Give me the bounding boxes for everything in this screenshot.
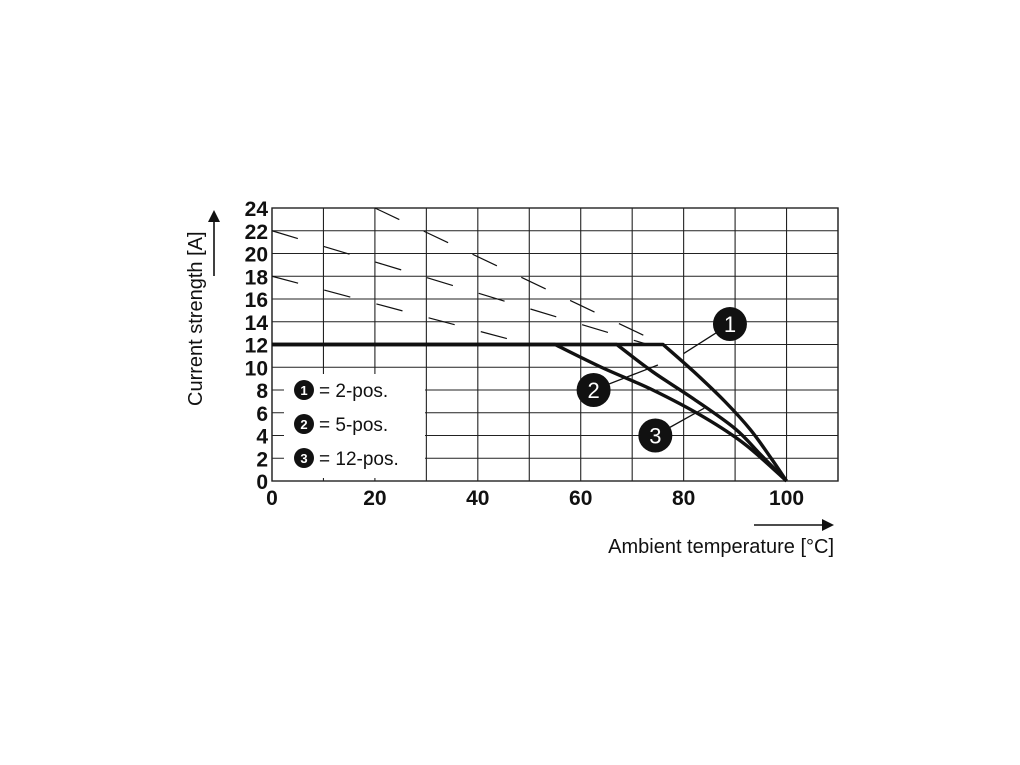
legend-marker — [294, 380, 314, 400]
series-marker-2 — [576, 373, 611, 407]
grid — [271, 207, 839, 482]
legend-marker-number: 3 — [300, 451, 307, 466]
dashed-reference-line — [271, 275, 530, 346]
x-tick-label: 80 — [672, 487, 695, 510]
series-markers: 1 2 3 — [576, 307, 747, 453]
legend: 1 = 2-pos. 2 = 5-pos. 3 = 12-pos. — [284, 374, 425, 478]
legend-label: = 5-pos. — [319, 415, 388, 436]
x-axis-arrow — [754, 519, 834, 531]
x-tick-label: 60 — [569, 487, 592, 510]
y-tick-label: 8 — [256, 380, 268, 403]
legend-marker — [294, 414, 314, 434]
series-line-3 — [272, 342, 788, 483]
y-tick-label: 2 — [256, 448, 268, 471]
series-line-1 — [272, 342, 788, 482]
y-tick-label: 10 — [245, 357, 268, 380]
series-marker-1 — [712, 307, 747, 342]
y-axis-arrow — [208, 210, 220, 276]
series-marker-label: 1 — [724, 312, 736, 337]
x-axis-title: Ambient temperature [°C] — [608, 536, 834, 558]
x-tick-label: 20 — [363, 487, 386, 510]
x-tick-label: 40 — [466, 487, 489, 510]
series-marker-3 — [638, 418, 673, 453]
dashed-reference-lines — [271, 207, 664, 346]
y-axis-title: Current strength [A] — [185, 231, 207, 406]
y-tick-label: 18 — [245, 266, 269, 289]
legend-label: = 2-pos. — [319, 381, 388, 402]
y-tick-label: 4 — [256, 426, 268, 449]
y-tick-label: 24 — [245, 198, 269, 221]
dashed-reference-line — [271, 230, 648, 346]
x-tick-labels: 0 20 40 60 80 100 — [266, 487, 804, 510]
series-marker-label: 2 — [587, 378, 599, 403]
y-tick-label: 14 — [245, 312, 269, 335]
legend-marker-number: 2 — [300, 417, 307, 432]
x-tick-label: 100 — [769, 487, 804, 510]
series-line-2 — [272, 342, 788, 483]
y-tick-label: 22 — [245, 221, 268, 244]
legend-label: = 12-pos. — [319, 449, 399, 470]
x-tick-label: 0 — [266, 487, 278, 510]
y-tick-label: 20 — [245, 244, 268, 267]
y-tick-label: 0 — [256, 471, 268, 494]
legend-items: 1 = 2-pos. 2 = 5-pos. 3 = 12-pos. — [294, 380, 399, 470]
y-tick-label: 16 — [245, 289, 268, 312]
series-marker-label: 3 — [649, 424, 661, 449]
legend-marker-number: 1 — [300, 383, 307, 398]
y-tick-label: 12 — [245, 335, 268, 358]
y-tick-label: 6 — [256, 403, 268, 426]
series-lines — [272, 342, 788, 483]
legend-marker — [294, 448, 314, 468]
